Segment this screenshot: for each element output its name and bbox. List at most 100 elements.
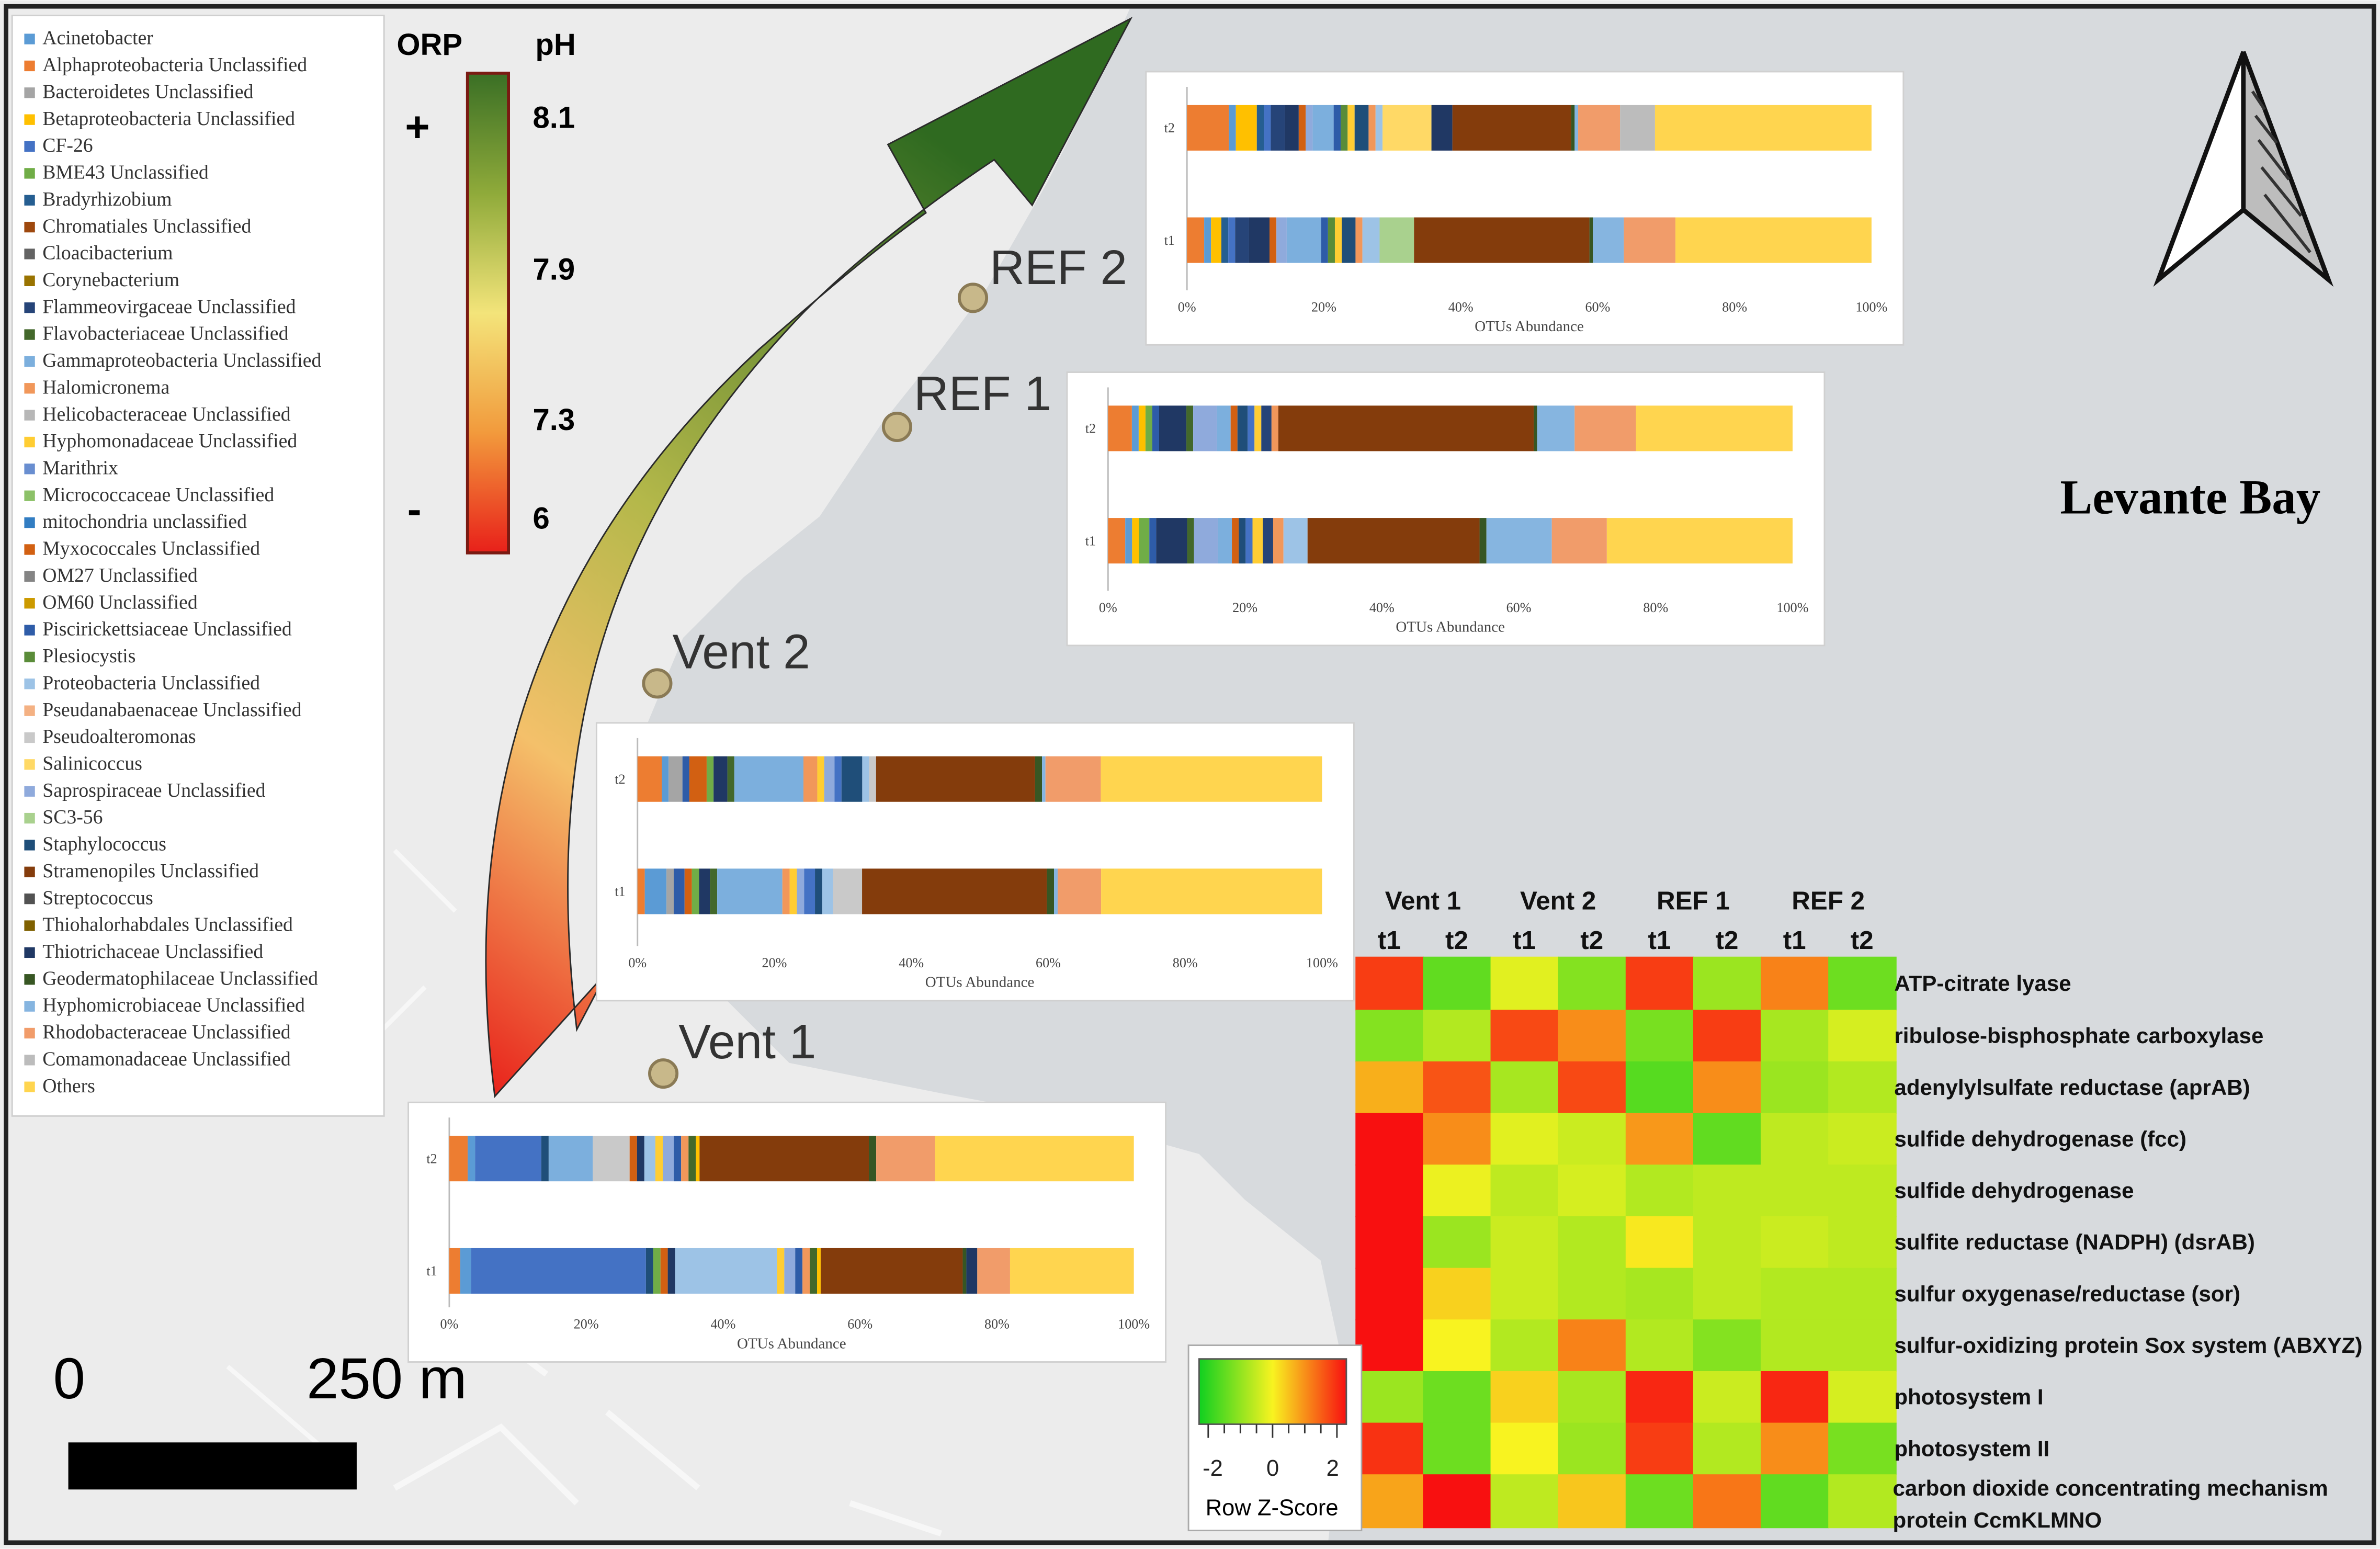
bar-segment bbox=[810, 1248, 818, 1294]
bar-segment bbox=[1042, 756, 1046, 802]
bar-segment bbox=[1347, 105, 1355, 151]
bar-segment bbox=[1574, 405, 1636, 451]
ph-label: pH bbox=[535, 28, 575, 62]
heatmap-cell bbox=[1761, 1113, 1829, 1166]
heatmap-column-label: t2 bbox=[1445, 926, 1468, 955]
legend-swatch bbox=[24, 866, 35, 877]
heatmap-cell bbox=[1490, 1113, 1559, 1166]
bar-segment bbox=[876, 756, 1035, 802]
bar-segment bbox=[475, 1136, 541, 1182]
heatmap-column-label: t1 bbox=[1783, 926, 1806, 955]
heatmap-row-label: sulfur oxygenase/reductase (sor) bbox=[1894, 1281, 2240, 1306]
heatmap-cell bbox=[1490, 1474, 1559, 1529]
ph-gradient-key: ORP pH + - 8.1 7.9 7.3 6 bbox=[396, 28, 576, 555]
bar-segment bbox=[1342, 217, 1356, 263]
heatmap-cell bbox=[1693, 1268, 1762, 1320]
bar-segment bbox=[1035, 756, 1042, 802]
legend-swatch bbox=[24, 840, 35, 851]
bar-segment bbox=[1229, 105, 1236, 151]
heatmap-cell bbox=[1423, 1474, 1492, 1529]
legend-swatch bbox=[24, 894, 35, 904]
heatmap-cell bbox=[1490, 1422, 1559, 1475]
legend-label: Betaproteobacteria Unclassified bbox=[42, 108, 295, 130]
heatmap-cell bbox=[1693, 1061, 1762, 1114]
zscore-gradient bbox=[1198, 1358, 1347, 1425]
heatmap-cell bbox=[1558, 1422, 1627, 1475]
bar-segment bbox=[1431, 105, 1453, 151]
orp-plus: + bbox=[405, 103, 429, 151]
legend-swatch bbox=[24, 463, 35, 474]
heatmap-cell bbox=[1355, 1371, 1424, 1424]
heatmap-cell bbox=[1490, 1268, 1559, 1320]
heatmap-cell bbox=[1558, 1268, 1627, 1320]
legend-swatch bbox=[24, 812, 35, 824]
bar-segment bbox=[449, 1248, 460, 1294]
site-marker-vent2 bbox=[642, 668, 673, 699]
bar-segment bbox=[471, 1248, 646, 1294]
legend-swatch bbox=[24, 544, 35, 555]
heatmap-cell bbox=[1761, 1474, 1829, 1529]
bar-segment bbox=[862, 756, 869, 802]
bar-segment bbox=[666, 868, 674, 914]
heatmap-cell bbox=[1355, 1061, 1424, 1114]
site-label-ref1: REF 1 bbox=[914, 366, 1051, 421]
bar-segment bbox=[1578, 105, 1620, 151]
bar-segment bbox=[699, 868, 710, 914]
bar-segment bbox=[1273, 518, 1284, 564]
bar-segment bbox=[1334, 217, 1342, 263]
legend-swatch bbox=[24, 786, 35, 797]
legend-label: CF-26 bbox=[42, 134, 93, 156]
gradient-arrow bbox=[485, 16, 1133, 1098]
bar-segment bbox=[460, 1248, 471, 1294]
bar-segment bbox=[1187, 217, 1205, 263]
heatmap-cell bbox=[1828, 1164, 1897, 1217]
bar-segment bbox=[468, 1136, 475, 1182]
bar-segment bbox=[1187, 518, 1194, 564]
map-title: Levante Bay bbox=[2060, 470, 2320, 524]
ph-tick-1: 7.9 bbox=[533, 253, 575, 287]
legend-label: Others bbox=[42, 1075, 95, 1097]
heatmap-row-label: ATP-citrate lyase bbox=[1894, 971, 2071, 996]
heatmap-group-label: REF 1 bbox=[1657, 887, 1730, 915]
bar-segment bbox=[1249, 217, 1270, 263]
bar-segment bbox=[1252, 518, 1263, 564]
x-tick-label: 0% bbox=[1099, 600, 1117, 615]
category-label: t1 bbox=[426, 1263, 437, 1279]
heatmap-cell bbox=[1355, 1319, 1424, 1372]
bar-segment bbox=[1589, 217, 1593, 263]
heatmap-column-label: t1 bbox=[1648, 926, 1671, 955]
heatmap-group-label: Vent 2 bbox=[1520, 887, 1596, 915]
heatmap-row-label: ribulose-bisphosphate carboxylase bbox=[1894, 1023, 2263, 1048]
heatmap-cell bbox=[1761, 1061, 1829, 1114]
bar-segment bbox=[797, 868, 804, 914]
legend-swatch bbox=[24, 436, 35, 448]
heatmap-row-label: adenylylsulfate reductase (aprAB) bbox=[1894, 1075, 2250, 1100]
bar-segment bbox=[1285, 105, 1299, 151]
x-tick-label: 40% bbox=[710, 1317, 735, 1332]
legend-label: Bacteroidetes Unclassified bbox=[42, 81, 253, 103]
bar-segment bbox=[1138, 405, 1146, 451]
bar-segment bbox=[1108, 518, 1126, 564]
x-tick-label: 0% bbox=[628, 955, 647, 970]
x-tick-label: 80% bbox=[1173, 955, 1198, 970]
bar-segment bbox=[1675, 217, 1872, 263]
bar-segment bbox=[674, 1136, 682, 1182]
bar-segment bbox=[644, 868, 667, 914]
bar-segment bbox=[1186, 405, 1194, 451]
bar-segment bbox=[682, 756, 689, 802]
heatmap-cell bbox=[1693, 1216, 1762, 1269]
heatmap-cell bbox=[1558, 1474, 1627, 1529]
bar-segment bbox=[1624, 217, 1676, 263]
heatmap-cell bbox=[1625, 1164, 1694, 1217]
bar-segment bbox=[1054, 868, 1058, 914]
heatmap-cell bbox=[1423, 1319, 1492, 1372]
legend-label: Saprospiraceae Unclassified bbox=[42, 779, 265, 801]
ph-tick-3: 6 bbox=[533, 501, 550, 535]
x-tick-label: 100% bbox=[1777, 600, 1809, 615]
bar-segment bbox=[1264, 105, 1271, 151]
bar-segment bbox=[1340, 105, 1348, 151]
heatmap-cell bbox=[1490, 1061, 1559, 1114]
bar-segment bbox=[644, 1136, 655, 1182]
heatmap-cell bbox=[1625, 1422, 1694, 1475]
heatmap-cell bbox=[1828, 1319, 1897, 1372]
